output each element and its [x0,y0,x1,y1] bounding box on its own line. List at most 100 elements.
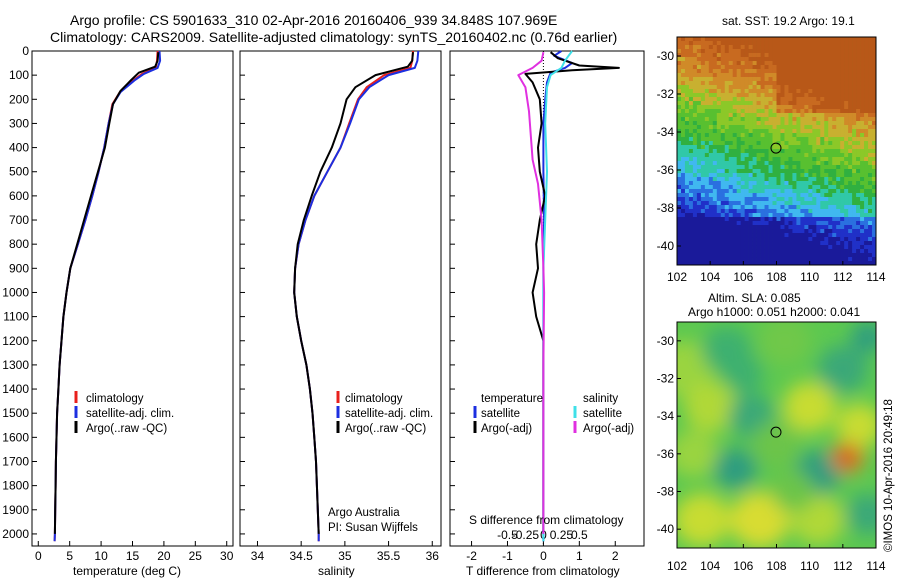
sst-cell [836,121,841,126]
sst-cell [740,169,745,174]
sst-cell [812,189,817,194]
sst-cell [816,113,821,118]
sst-cell [704,153,710,158]
sst-cell [680,49,686,54]
sst-cell [848,209,853,214]
sst-cell [692,109,698,114]
sst-cell [872,101,876,106]
sst-cell [792,229,797,234]
sst-cell [764,105,769,110]
sst-cell [772,61,777,66]
sst-cell [748,65,753,70]
sst-cell [700,209,706,214]
sst-cell [856,173,861,178]
sst-cell [844,73,849,78]
sst-cell [708,93,714,98]
sst-cell [764,141,769,146]
sst-cell [724,89,730,94]
sst-cell [824,221,829,226]
sst-cell [796,109,801,114]
sst-cell [776,145,781,150]
x-tick-label: 30 [220,549,234,563]
sst-cell [836,241,841,246]
sst-cell [748,189,753,194]
sst-cell [712,105,718,110]
sst-cell [860,41,865,46]
sst-cell [724,145,730,150]
sst-cell [780,65,785,70]
temperature-axis-label: temperature (deg C) [73,564,181,578]
sst-cell [712,209,718,214]
sst-cell [836,245,841,250]
lat-tick-label: -32 [657,87,675,101]
figure-title-line1: Argo profile: CS 5901633_310 02-Apr-2016… [70,12,557,28]
sst-cell [820,53,825,58]
sst-cell [804,213,809,218]
sst-cell [764,241,769,246]
sst-cell [776,177,781,182]
sst-cell [744,113,749,118]
sst-cell [796,213,801,218]
sst-cell [796,113,801,118]
sst-cell [748,77,753,82]
sst-cell [792,125,797,130]
sst-cell [812,69,817,74]
sst-cell [720,57,726,62]
sst-cell [788,241,793,246]
sst-cell [824,193,829,198]
sst-cell [700,205,706,210]
sst-cell [800,205,805,210]
sst-cell [848,213,853,218]
sst-cell [836,161,841,166]
sst-cell [828,97,833,102]
sst-cell [848,129,853,134]
depth-tick-label: 200 [9,92,29,106]
sst-cell [832,77,837,82]
sst-cell [768,257,773,262]
sst-cell [840,205,845,210]
sst-cell [820,97,825,102]
sst-cell [812,121,817,126]
sst-cell [756,261,761,265]
sst-cell [704,169,710,174]
sst-cell [860,61,865,66]
sst-cell [836,149,841,154]
sst-cell [868,101,873,106]
sst-cell [740,161,745,166]
sst-cell [872,245,876,250]
sst-cell [804,37,809,42]
sst-cell [692,77,698,82]
sst-cell [796,241,801,246]
sst-cell [844,261,849,265]
sst-cell [688,165,694,170]
lat-tick-label: -38 [657,485,675,499]
sst-cell [832,229,837,234]
sst-cell [824,145,829,150]
sst-cell [728,145,734,150]
sst-cell [677,253,682,258]
sst-cell [808,253,813,258]
sst-cell [784,205,789,210]
sst-cell [704,225,710,230]
sst-cell [684,101,690,106]
sst-cell [684,113,690,118]
sst-cell [832,69,837,74]
sst-cell [852,105,857,110]
sst-cell [824,81,829,86]
sst-cell [764,65,769,70]
sst-cell [776,97,781,102]
sst-cell [872,53,876,58]
sst-cell [864,169,869,174]
sst-cell [788,133,793,138]
sst-cell [740,81,745,86]
temperature-legend: climatology satellite-adj. clim. Argo(..… [74,391,174,435]
sst-cell [677,137,682,142]
sst-cell [800,161,805,166]
sst-cell [784,217,789,222]
sst-cell [780,221,785,226]
sst-cell [736,229,741,234]
sst-cell [848,173,853,178]
sst-cell [828,205,833,210]
sst-cell [780,229,785,234]
sst-cell [768,161,773,166]
